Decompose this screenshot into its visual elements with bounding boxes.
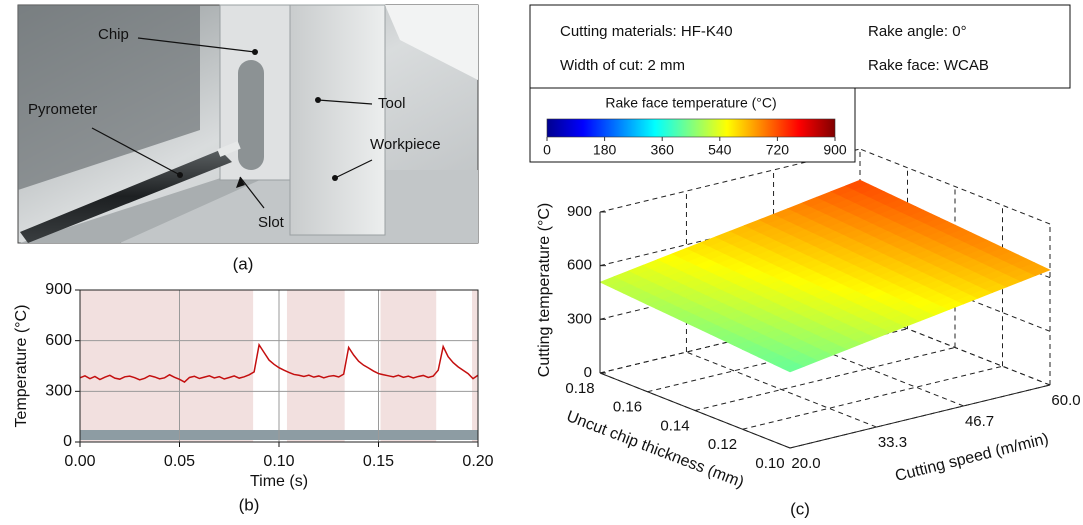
label: Slot (258, 214, 285, 231)
data-line (79, 342, 479, 383)
colorbar-title: Rake face temperature (°C) (605, 95, 776, 111)
panel-label: (a) (233, 254, 254, 273)
tool (289, 4, 386, 236)
y-tick-label: 600 (45, 332, 72, 349)
info-box (529, 4, 1071, 89)
leader-line (334, 159, 373, 179)
label: Pyrometer (28, 101, 97, 118)
leader-line (91, 127, 181, 176)
dot (252, 49, 258, 55)
illustration: Chip Tool Pyrometer Workpiece Slot (17, 4, 479, 244)
shaded-span (472, 290, 478, 442)
x-axis-title: Cutting speed (m/min) (894, 430, 1051, 485)
x-tick-label: 20.0 (791, 455, 820, 472)
leader-dots (177, 49, 338, 188)
colorbar-tick-label: 0 (543, 142, 551, 158)
grid-line (686, 351, 877, 428)
panel-label: (c) (790, 499, 810, 518)
x-tick-label: 46.7 (965, 413, 994, 430)
pyrometer-tip (217, 141, 241, 157)
info-text: Rake face: WCAB (868, 57, 989, 74)
y-tick-label: 0.16 (613, 399, 642, 416)
info-text: Width of cut: 2 mm (560, 57, 685, 74)
colorbar-tick-label: 360 (651, 142, 675, 158)
colorbar-tick-label: 900 (823, 142, 847, 158)
y-tick-label: 0.14 (660, 417, 689, 434)
colorbar-tick-label: 540 (708, 142, 732, 158)
dot (332, 175, 338, 181)
z-tick-label: 600 (567, 257, 592, 274)
colorbar-tick-label: 180 (593, 142, 617, 158)
slot (238, 60, 264, 170)
x-tick-label: 0.15 (363, 453, 394, 470)
shaded-span (80, 290, 254, 442)
y-tick-label: 0 (63, 433, 72, 450)
info-text: Rake angle: 0° (868, 23, 967, 40)
x-tick-label: 0.20 (462, 453, 493, 470)
x-tick-label: 0.10 (263, 453, 294, 470)
y-tick-label: 300 (45, 383, 72, 400)
leader-line (239, 176, 265, 209)
colorbar (546, 118, 836, 138)
surface-patch (844, 179, 869, 190)
leader-line (317, 99, 373, 105)
x-tick-label: 0.00 (64, 453, 95, 470)
x-tick-label: 60.0 (1051, 392, 1080, 409)
z-tick-label: 300 (567, 310, 592, 327)
x-tick-label: 33.3 (878, 434, 907, 451)
leaders (91, 37, 373, 209)
info-text: Cutting materials: HF-K40 (560, 23, 733, 40)
dot (315, 97, 321, 103)
z-axis-title: Cutting temperature (°C) (536, 203, 553, 377)
label: Tool (378, 95, 406, 112)
shaded-span (380, 290, 437, 442)
axis-line (599, 372, 791, 449)
tool-face (385, 5, 478, 80)
y-tick-label: 0.18 (565, 380, 594, 397)
leader-line (137, 37, 256, 53)
shaded-span (286, 290, 345, 442)
workpiece-edge (20, 175, 260, 243)
grid-line (773, 330, 964, 407)
shadow (18, 5, 200, 190)
axis-line (789, 384, 1051, 449)
dot (177, 172, 183, 178)
label: Chip (98, 26, 129, 43)
grid-line (742, 365, 1003, 430)
y-tick-label: 0.10 (755, 455, 784, 472)
plot-frame (79, 289, 479, 443)
grid-line (859, 309, 1051, 386)
y-tick-label: 900 (45, 281, 72, 298)
label: Workpiece (370, 136, 441, 153)
z-tick-label: 900 (567, 203, 592, 220)
panel-label: (b) (239, 495, 260, 514)
z-tick-label: 0 (584, 364, 592, 381)
x-axis-title: Time (s) (250, 473, 308, 490)
x-tick-label: 0.05 (164, 453, 195, 470)
y-tick-label: 0.12 (708, 436, 737, 453)
colorbar-tick-label: 720 (766, 142, 790, 158)
arrow-head (236, 177, 245, 188)
grid-line (859, 148, 1051, 225)
y-axis-title: Temperature (°C) (13, 305, 30, 428)
